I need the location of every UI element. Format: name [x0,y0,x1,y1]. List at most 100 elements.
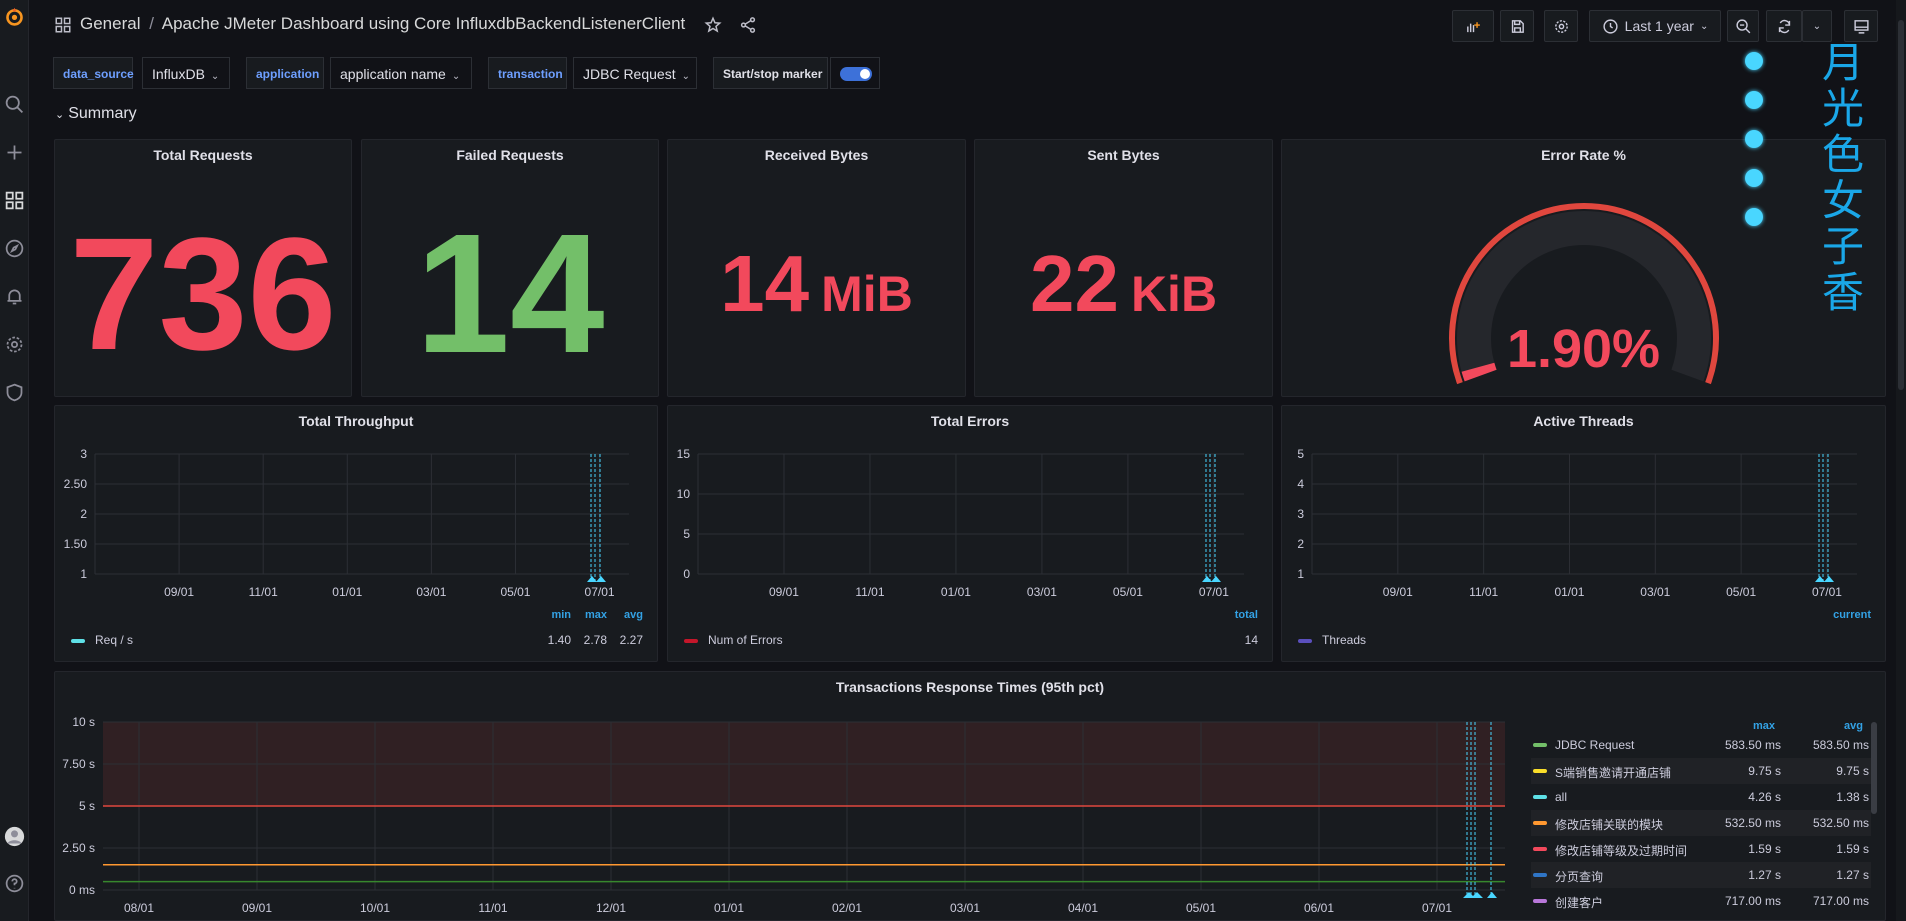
legend-header[interactable]: current [1833,609,1871,621]
x-tick-label: 09/01 [1383,585,1413,599]
legend-series-name: 创建客户 [1555,896,1604,910]
panel-title: Received Bytes [764,147,869,163]
stat-panel-received-bytes[interactable]: Received Bytes 14 MiB [667,139,966,397]
legend-row[interactable]: 修改店铺等级及过期时间 1.59 s 1.59 s [1531,836,1871,862]
legend-series-name: Threads [1322,633,1367,647]
plus-icon[interactable] [4,142,25,163]
gauge-threshold-arc [1449,203,1719,385]
legend-max-value: 583.50 ms [1724,738,1781,752]
y-tick-label: 1 [80,567,87,581]
legend-row[interactable]: JDBC Request 583.50 ms 583.50 ms [1531,732,1871,758]
x-tick-label: 01/01 [941,585,971,599]
legend-row[interactable]: 分页查询 1.27 s 1.27 s [1531,862,1871,888]
legend-header[interactable]: max [584,609,607,621]
row-summary[interactable]: ⌄ Summary [55,105,137,123]
panel-title: Total Throughput [298,413,414,429]
legend-row[interactable]: S端销售邀请开通店铺 9.75 s 9.75 s [1531,758,1871,784]
breadcrumb-folder[interactable]: General [80,14,141,33]
avatar[interactable] [4,826,25,847]
gauge [1449,203,1719,385]
marker-label: Start/stop marker [713,57,828,89]
x-tick-label: 09/01 [242,901,272,915]
tv-mode-button[interactable] [1844,10,1878,42]
legend-scrollbar[interactable] [1871,722,1877,814]
dot-icon [1745,130,1763,148]
chevron-down-icon: ⌄ [451,71,461,82]
y-tick-label: 5 s [79,799,95,813]
add-panel-button[interactable] [1452,10,1494,42]
var-select-transaction[interactable]: JDBC Request ⌄ [573,57,697,89]
legend-header[interactable]: min [551,609,571,621]
legend-avg-value: 583.50 ms [1812,738,1869,752]
stat-value: 736 [55,202,351,386]
legend-series-name: JDBC Request [1555,738,1635,752]
breadcrumb: General / Apache JMeter Dashboard using … [80,14,685,34]
legend-swatch [1533,847,1547,851]
legend-row[interactable]: all 4.26 s 1.38 s [1531,784,1871,810]
chart-svg: 3 2.50 2 1.50 1 09/01 11/01 01/01 03/01 05/01 07/0… [64,447,629,599]
gauge-panel-error-rate[interactable]: Error Rate % 1.90% [1281,139,1886,397]
legend-header[interactable]: total [1234,609,1258,621]
legend-series-name: 分页查询 [1555,870,1604,884]
gear-icon[interactable] [4,334,25,355]
stat-panel-total-requests[interactable]: Total Requests 736 [54,139,352,397]
legend-row[interactable]: 创建客户 717.00 ms 717.00 ms [1531,888,1871,914]
chart-svg: 5 4 3 2 1 09/01 11/01 01/01 03/01 05/01 07/01 [1297,447,1857,599]
legend-row[interactable]: 修改店铺关联的模块 532.50 ms 532.50 ms [1531,810,1871,836]
bell-icon[interactable] [4,286,25,307]
graph-panel-total-errors[interactable]: Total Errors 15 10 5 0 09/01 11/01 01/01 03/01 0… [667,405,1273,662]
breadcrumb-separator: / [149,14,154,33]
legend-item[interactable]: Threads [1298,633,1366,647]
gauge-value: 1.90% [1506,319,1661,379]
grafana-logo-icon[interactable] [4,6,25,27]
legend-series-name: Req / s [95,633,134,647]
graph-panel-total-throughput[interactable]: Total Throughput 3 2.50 2 1.50 1 09/01 11/01 01… [54,405,658,662]
x-tick-label: 07/01 [1199,585,1229,599]
x-tick-label: 05/01 [500,585,530,599]
search-icon[interactable] [4,94,25,115]
stat-panel-failed-requests[interactable]: Failed Requests 14 [361,139,659,397]
var-label-application: application [246,57,324,89]
toggle-switch[interactable] [840,67,872,81]
marker-toggle[interactable] [830,57,880,89]
legend-item[interactable]: Req / s [71,633,133,647]
y-tick-label: 2 [80,507,87,521]
var-select-data-source[interactable]: InfluxDB ⌄ [142,57,230,89]
scrollbar-thumb[interactable] [1898,20,1904,390]
zoom-out-button[interactable] [1727,10,1759,42]
help-icon[interactable] [4,873,25,894]
page-scrollbar[interactable] [1896,0,1906,921]
legend-swatch [1533,795,1547,799]
legend-header-max[interactable]: max [1752,720,1775,732]
refresh-interval-dropdown[interactable]: ⌄ [1802,10,1832,42]
legend-avg-value: 1.59 s [1836,842,1869,856]
annotation-marker-icon [1815,576,1834,582]
graph-panel-active-threads[interactable]: Active Threads 5 4 3 2 1 09/01 11/01 01/01 03/01… [1281,405,1886,662]
dashboards-icon[interactable] [4,190,25,211]
share-icon[interactable] [739,16,757,34]
refresh-button[interactable] [1766,10,1802,42]
shield-icon[interactable] [4,382,25,403]
dashboard-title[interactable]: Apache JMeter Dashboard using Core Influ… [161,14,686,33]
stat-number: 14 [720,239,810,328]
time-range-label: Last 1 year [1624,18,1694,34]
annotation-marker-icon [1463,892,1497,898]
settings-button[interactable] [1544,10,1578,42]
legend-swatch [1533,821,1547,825]
compass-icon[interactable] [4,238,25,259]
var-select-application[interactable]: application name ⌄ [330,57,472,89]
star-icon[interactable] [704,16,722,34]
stat-panel-sent-bytes[interactable]: Sent Bytes 22 KiB [974,139,1273,397]
x-tick-label: 01/01 [1554,585,1584,599]
graph-panel-response-times[interactable]: Transactions Response Times (95th pct) 1… [54,671,1886,921]
legend-header[interactable]: avg [624,609,643,621]
y-tick-label: 5 [683,527,690,541]
legend-item[interactable]: Num of Errors [684,633,783,647]
time-picker[interactable]: Last 1 year ⌄ [1589,10,1721,42]
save-button[interactable] [1500,10,1534,42]
x-tick-label: 07/01 [585,585,615,599]
y-tick-label: 0 [683,567,690,581]
legend-series-name: 修改店铺等级及过期时间 [1555,844,1688,858]
legend-header-avg[interactable]: avg [1844,720,1863,732]
legend-avg-value: 9.75 s [1836,764,1869,778]
